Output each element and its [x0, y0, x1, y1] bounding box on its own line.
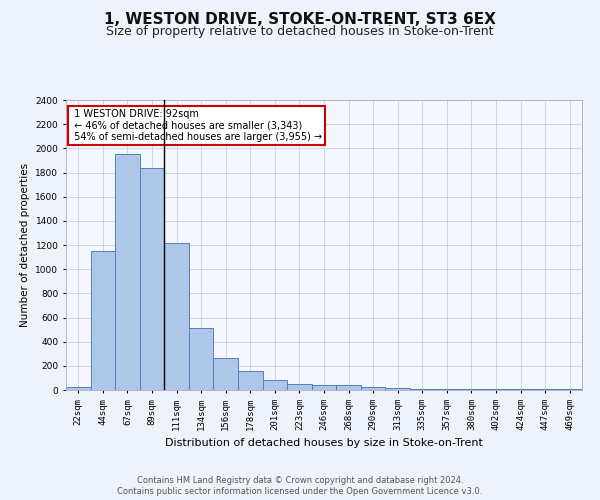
Bar	[66, 387, 91, 390]
Bar	[336, 385, 361, 390]
Bar	[214, 358, 238, 390]
Bar	[434, 389, 459, 390]
X-axis label: Distribution of detached houses by size in Stoke-on-Trent: Distribution of detached houses by size …	[165, 438, 483, 448]
Bar	[140, 168, 164, 390]
Bar	[287, 384, 312, 390]
Text: Contains HM Land Registry data © Crown copyright and database right 2024.: Contains HM Land Registry data © Crown c…	[137, 476, 463, 485]
Bar	[459, 389, 484, 390]
Bar	[385, 388, 410, 390]
Bar	[312, 384, 336, 390]
Bar	[164, 243, 189, 390]
Bar	[91, 251, 115, 390]
Bar	[361, 388, 385, 390]
Text: 1, WESTON DRIVE, STOKE-ON-TRENT, ST3 6EX: 1, WESTON DRIVE, STOKE-ON-TRENT, ST3 6EX	[104, 12, 496, 28]
Bar	[115, 154, 140, 390]
Bar	[189, 328, 214, 390]
Y-axis label: Number of detached properties: Number of detached properties	[20, 163, 30, 327]
Bar	[410, 388, 434, 390]
Text: Size of property relative to detached houses in Stoke-on-Trent: Size of property relative to detached ho…	[106, 25, 494, 38]
Bar	[263, 380, 287, 390]
Text: Contains public sector information licensed under the Open Government Licence v3: Contains public sector information licen…	[118, 487, 482, 496]
Text: 1 WESTON DRIVE: 92sqm
 ← 46% of detached houses are smaller (3,343)
 54% of semi: 1 WESTON DRIVE: 92sqm ← 46% of detached …	[71, 108, 322, 142]
Bar	[238, 372, 263, 390]
